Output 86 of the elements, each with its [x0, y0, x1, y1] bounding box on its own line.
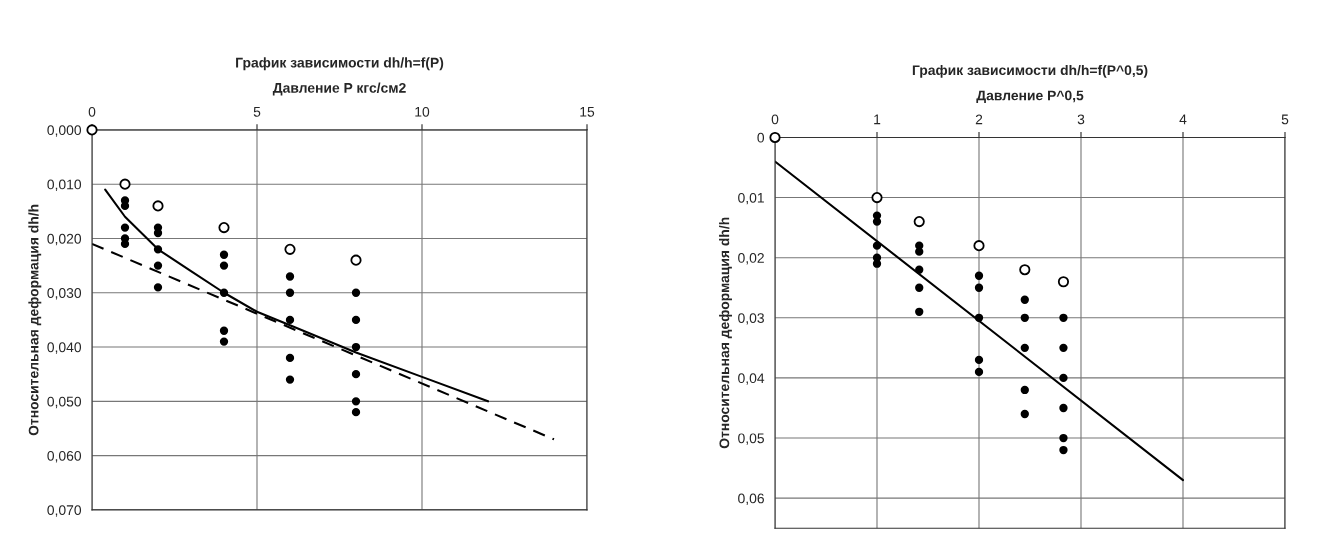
x-tick-label: 10 [415, 106, 430, 117]
point [285, 288, 295, 297]
point [872, 217, 882, 226]
point [351, 315, 361, 325]
x-axis-title: Давление P кгс/см2 [272, 82, 406, 96]
point [284, 243, 296, 255]
x-tick-label: 2 [975, 114, 983, 125]
y-tick-label: 0,020 [47, 233, 82, 246]
point [915, 265, 924, 274]
point [915, 283, 924, 292]
point [769, 131, 781, 144]
point [1057, 276, 1070, 288]
point [153, 261, 163, 270]
point [219, 261, 229, 270]
point [351, 397, 361, 406]
point [351, 342, 361, 352]
point [86, 124, 98, 136]
x-axis-title: Давление P^0,5 [976, 90, 1084, 103]
point [350, 254, 362, 266]
y-tick-label: 0,04 [738, 373, 765, 385]
x-tick-label: 4 [1179, 114, 1187, 125]
point [1059, 445, 1068, 455]
point [973, 240, 985, 252]
point [351, 288, 361, 297]
point [974, 271, 984, 280]
point [1059, 403, 1068, 413]
point [152, 200, 164, 212]
chart-title: График зависимости dh/h=f(P) [236, 57, 444, 71]
point [285, 375, 295, 384]
point [119, 178, 131, 190]
y-tick-label: 0,050 [47, 396, 82, 409]
point [974, 283, 984, 292]
x-tick-label: 0 [88, 106, 96, 117]
point [153, 245, 163, 254]
point [285, 353, 295, 363]
y-axis-title: Относительная деформация dh/h [719, 217, 732, 449]
point [974, 367, 984, 377]
y-tick-label: 0,010 [47, 179, 82, 191]
y-tick-label: 0 [757, 132, 765, 143]
x-tick-label: 5 [253, 107, 261, 117]
point [872, 259, 882, 268]
x-tick-label: 15 [580, 107, 595, 117]
point [974, 313, 984, 322]
point [219, 250, 229, 259]
point [871, 192, 883, 204]
point [872, 241, 882, 250]
point [1059, 373, 1068, 383]
y-tick-label: 0,06 [738, 493, 764, 505]
x-tick-label: 0 [771, 114, 779, 125]
point [1019, 264, 1031, 276]
point [1020, 385, 1029, 395]
point [1020, 295, 1029, 304]
point [915, 247, 924, 256]
point [219, 337, 229, 346]
point [351, 408, 361, 417]
y-axis-title: Относительная деформация dh/h [28, 204, 42, 436]
y-tick-label: 0,030 [47, 288, 82, 300]
point [351, 370, 361, 379]
point [1020, 409, 1029, 419]
point [1059, 313, 1068, 322]
point [1059, 433, 1068, 443]
y-tick-label: 0,05 [738, 433, 764, 445]
y-tick-label: 0,060 [47, 450, 82, 463]
point [1059, 343, 1068, 353]
x-tick-label: 5 [1281, 114, 1289, 125]
point [219, 326, 229, 335]
x-tick-label: 3 [1077, 114, 1085, 125]
point [153, 283, 163, 292]
point [1020, 313, 1029, 322]
point [219, 288, 229, 297]
point [285, 315, 295, 325]
chart-title: График зависимости dh/h=f(P^0,5) [912, 64, 1148, 78]
point [974, 355, 984, 365]
y-tick-label: 0,01 [738, 192, 764, 205]
y-tick-label: 0,070 [47, 505, 82, 517]
x-tick-label: 1 [874, 114, 881, 125]
point [120, 223, 130, 232]
point [285, 272, 295, 281]
point [915, 307, 924, 316]
y-tick-label: 0,000 [47, 125, 82, 137]
y-tick-label: 0,040 [47, 342, 82, 354]
point [1020, 343, 1029, 353]
point [913, 216, 925, 228]
point [218, 222, 230, 234]
y-tick-label: 0,03 [738, 313, 764, 325]
y-tick-label: 0,02 [738, 253, 764, 265]
